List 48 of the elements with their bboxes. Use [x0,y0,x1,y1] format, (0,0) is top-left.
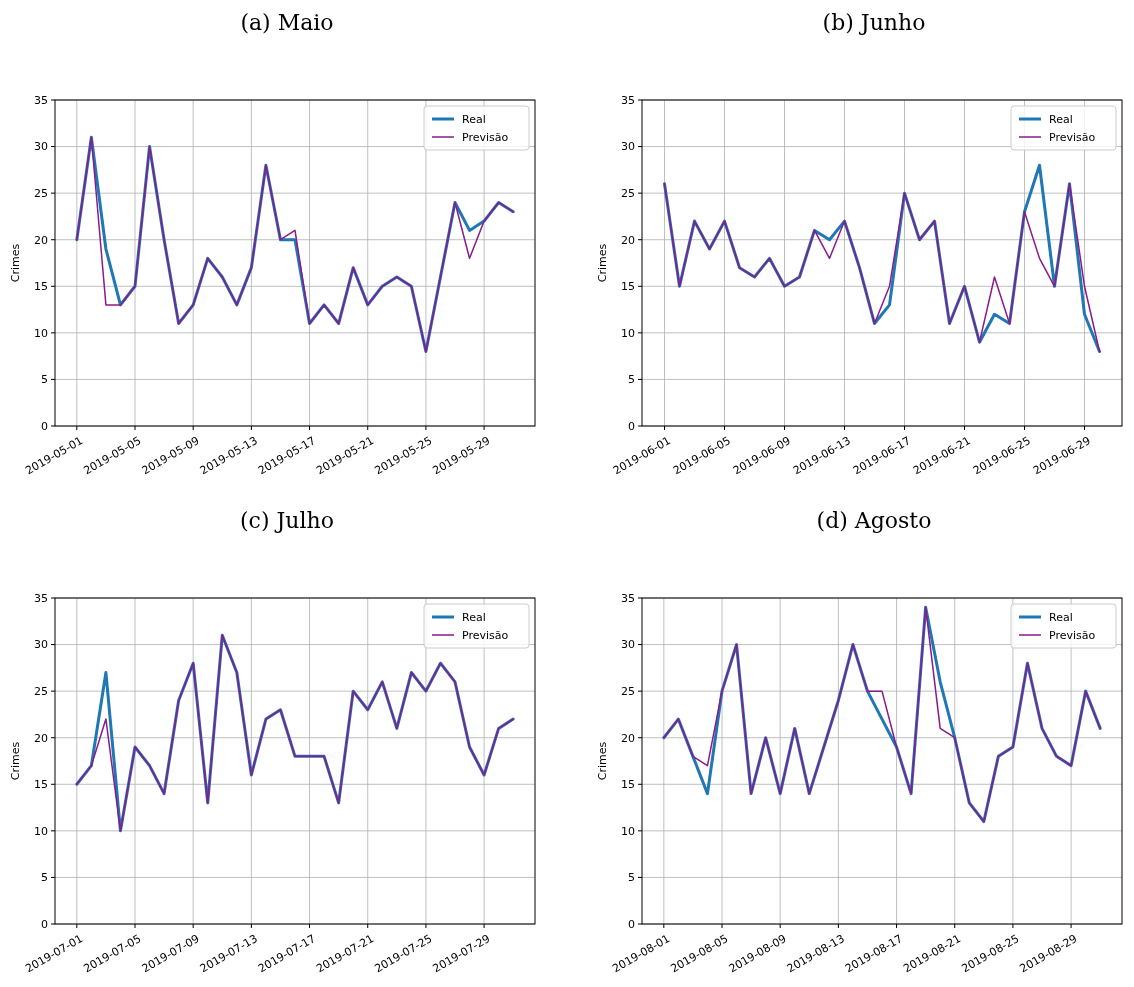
y-tick-label: 30 [34,638,48,652]
y-tick-label: 10 [621,326,635,340]
y-tick-label: 5 [41,871,48,885]
y-tick-label: 30 [621,638,635,652]
chart-title: (b) Junho [822,10,926,35]
y-tick-label: 20 [34,731,48,745]
y-tick-label: 35 [621,591,635,605]
y-tick-label: 0 [41,419,48,433]
legend-label: Real [1049,610,1073,624]
y-tick-label: 0 [41,917,48,931]
legend-label: Real [462,610,486,624]
legend-label: Previsão [1049,130,1096,144]
legend-label: Previsão [462,130,509,144]
y-tick-label: 30 [34,140,48,154]
chart-title: (c) Julho [240,508,334,533]
y-tick-label: 25 [621,684,635,698]
y-axis-title: Crimes [9,741,22,781]
y-tick-label: 20 [621,233,635,247]
y-tick-label: 10 [621,824,635,838]
y-axis-title: Crimes [596,741,609,781]
y-tick-label: 20 [34,233,48,247]
chart-title: (a) Maio [240,10,334,35]
y-tick-label: 15 [621,778,635,792]
y-tick-label: 35 [34,93,48,107]
y-tick-label: 15 [621,280,635,294]
y-tick-label: 25 [34,186,48,200]
legend-label: Real [1049,112,1073,126]
chart-title: (d) Agosto [816,508,932,533]
y-tick-label: 5 [628,871,635,885]
y-tick-label: 15 [34,778,48,792]
y-tick-label: 25 [621,186,635,200]
y-tick-label: 30 [621,140,635,154]
y-tick-label: 10 [34,326,48,340]
y-tick-label: 0 [628,917,635,931]
y-tick-label: 35 [621,93,635,107]
y-tick-label: 5 [628,373,635,387]
y-tick-label: 25 [34,684,48,698]
y-axis-title: Crimes [596,243,609,283]
y-axis-title: Crimes [9,243,22,283]
y-tick-label: 35 [34,591,48,605]
y-tick-label: 20 [621,731,635,745]
legend-label: Real [462,112,486,126]
legend-label: Previsão [1049,628,1096,642]
y-tick-label: 5 [41,373,48,387]
y-tick-label: 10 [34,824,48,838]
y-tick-label: 15 [34,280,48,294]
legend-label: Previsão [462,628,509,642]
y-tick-label: 0 [628,419,635,433]
